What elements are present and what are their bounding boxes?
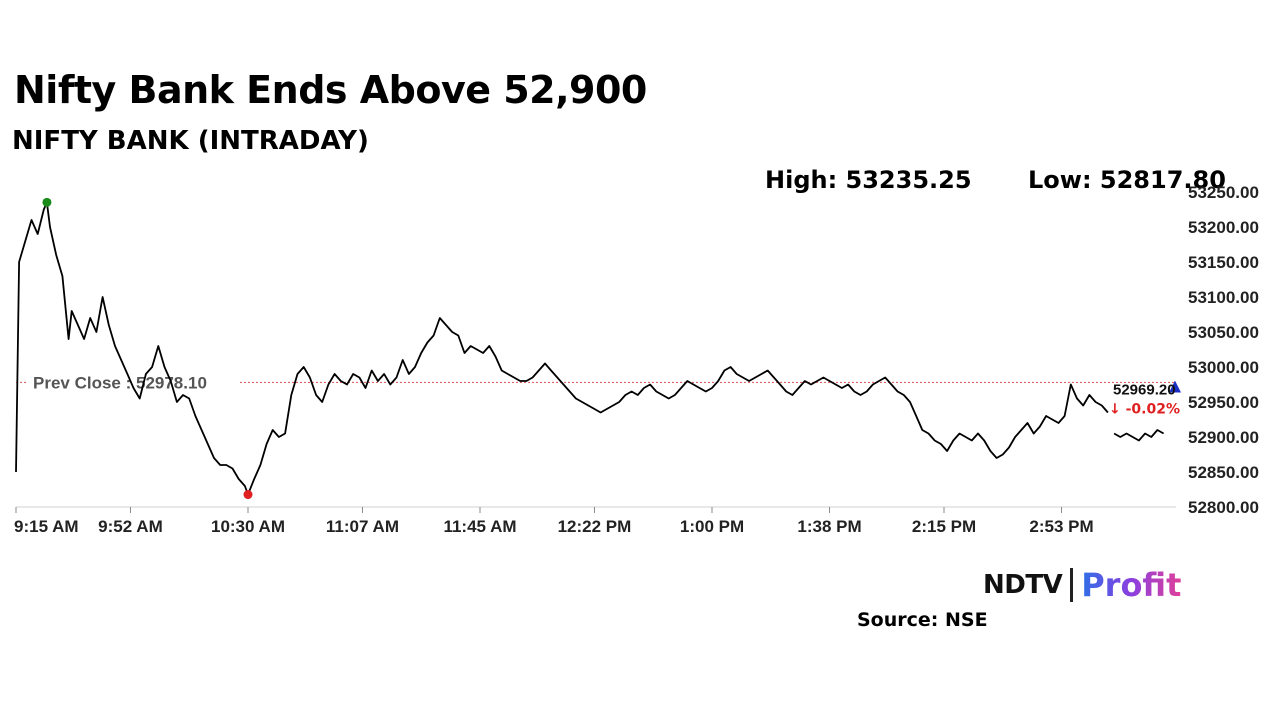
chart-subtitle: NIFTY BANK (INTRADAY) [12, 126, 369, 156]
last-price-label: 52969.20 [1113, 382, 1176, 399]
y-tick-label: 53150.00 [1188, 253, 1259, 272]
change-percent-label: ↓ -0.02% [1109, 402, 1180, 418]
y-tick-label: 52950.00 [1188, 393, 1259, 412]
low-marker [243, 490, 253, 500]
x-tick-label: 12:22 PM [558, 517, 632, 536]
logo-separator [1070, 568, 1074, 602]
ndtv-profit-logo: NDTV Profit [983, 562, 1181, 608]
logo-ndtv-text: NDTV [983, 570, 1063, 600]
x-tick-label: 9:52 AM [98, 517, 163, 536]
y-tick-label: 53000.00 [1188, 358, 1259, 377]
logo-profit-text: Profit [1081, 566, 1182, 604]
markers-group: 52969.20 ↓ -0.02% [42, 197, 1181, 500]
series-group [15, 201, 1165, 496]
day-high-label: High: 53235.25 [765, 166, 972, 194]
day-low-label: Low: 52817.80 [1028, 166, 1226, 194]
y-tick-label: 53250.00 [1188, 183, 1259, 202]
y-tick-label: 52800.00 [1188, 498, 1259, 517]
x-tick-label: 11:07 AM [326, 517, 399, 536]
x-tick-label: 9:15 AM [14, 517, 79, 536]
x-tick-label: 2:53 PM [1029, 517, 1093, 536]
y-tick-label: 52850.00 [1188, 463, 1259, 482]
prev-close-label: Prev Close : 52978.10 [33, 373, 207, 392]
x-tick-label: 1:38 PM [797, 517, 861, 536]
prev-close-group: Prev Close : 52978.10 [16, 371, 1176, 394]
last-price-marker [1169, 380, 1181, 393]
chart-headline: Nifty Bank Ends Above 52,900 [14, 68, 647, 112]
x-axis: 9:15 AM 9:52 AM 10:30 AM 11:07 AM 11:45 AM 12… [14, 506, 1176, 536]
y-tick-label: 52900.00 [1188, 428, 1259, 447]
source-label: Source: NSE [857, 609, 988, 631]
y-tick-label: 53050.00 [1188, 323, 1259, 342]
price-line-2 [1113, 429, 1165, 442]
x-tick-label: 11:45 AM [443, 517, 516, 536]
y-tick-label: 53100.00 [1188, 288, 1259, 307]
price-line-1 [15, 201, 1109, 496]
x-tick-label: 2:15 PM [912, 517, 976, 536]
x-tick-label: 1:00 PM [680, 517, 744, 536]
y-axis: 52800.00 52850.00 52900.00 52950.00 53000.00… [1188, 183, 1259, 517]
x-tick-label: 10:30 AM [211, 517, 285, 536]
prev-close-label-bg [28, 371, 240, 394]
high-marker [42, 197, 52, 207]
y-tick-label: 53200.00 [1188, 218, 1259, 237]
